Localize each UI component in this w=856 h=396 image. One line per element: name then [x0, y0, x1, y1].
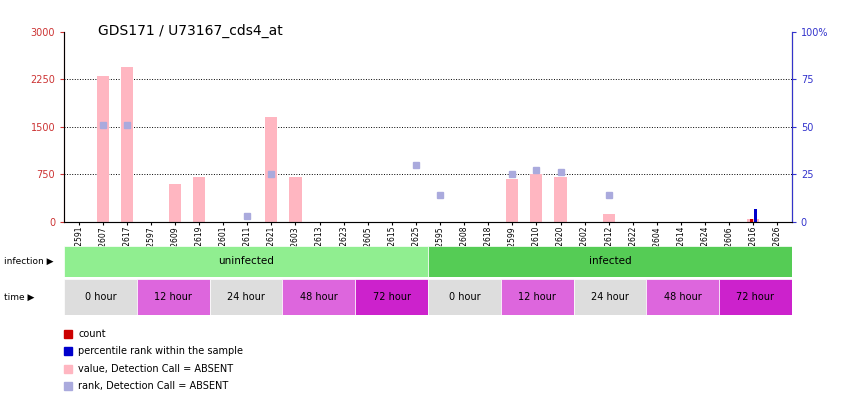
Text: 48 hour: 48 hour — [300, 292, 338, 302]
Bar — [121, 67, 133, 222]
Bar — [289, 177, 301, 222]
Bar — [169, 185, 181, 222]
Text: 12 hour: 12 hour — [518, 292, 556, 302]
Text: count: count — [78, 329, 106, 339]
Text: 48 hour: 48 hour — [663, 292, 702, 302]
Bar — [747, 219, 759, 222]
Bar — [753, 209, 757, 222]
Text: time ▶: time ▶ — [4, 293, 34, 301]
Text: 0 hour: 0 hour — [449, 292, 480, 302]
Bar — [64, 246, 428, 277]
Bar — [355, 279, 428, 315]
Text: 0 hour: 0 hour — [85, 292, 116, 302]
Bar — [137, 279, 210, 315]
Text: percentile rank within the sample: percentile rank within the sample — [78, 346, 243, 356]
Text: 72 hour: 72 hour — [736, 292, 775, 302]
Bar — [574, 279, 646, 315]
Bar — [265, 117, 277, 222]
Text: infection ▶: infection ▶ — [4, 257, 54, 266]
Bar — [501, 279, 574, 315]
Bar — [531, 173, 543, 222]
Text: value, Detection Call = ABSENT: value, Detection Call = ABSENT — [78, 364, 234, 373]
Bar — [750, 219, 753, 222]
Text: 72 hour: 72 hour — [372, 292, 411, 302]
Bar — [555, 177, 567, 222]
Bar — [428, 279, 501, 315]
Text: infected: infected — [589, 256, 631, 267]
Text: GDS171 / U73167_cds4_at: GDS171 / U73167_cds4_at — [98, 24, 283, 38]
Bar — [506, 179, 519, 222]
Text: 24 hour: 24 hour — [227, 292, 265, 302]
Bar — [97, 76, 109, 222]
Bar — [428, 246, 792, 277]
Bar — [210, 279, 282, 315]
Text: uninfected: uninfected — [218, 256, 274, 267]
Bar — [282, 279, 355, 315]
Bar — [193, 177, 205, 222]
Bar — [646, 279, 719, 315]
Bar — [603, 213, 615, 222]
Text: 12 hour: 12 hour — [154, 292, 193, 302]
Bar — [719, 279, 792, 315]
Text: 24 hour: 24 hour — [591, 292, 629, 302]
Bar — [64, 279, 137, 315]
Text: rank, Detection Call = ABSENT: rank, Detection Call = ABSENT — [78, 381, 229, 390]
